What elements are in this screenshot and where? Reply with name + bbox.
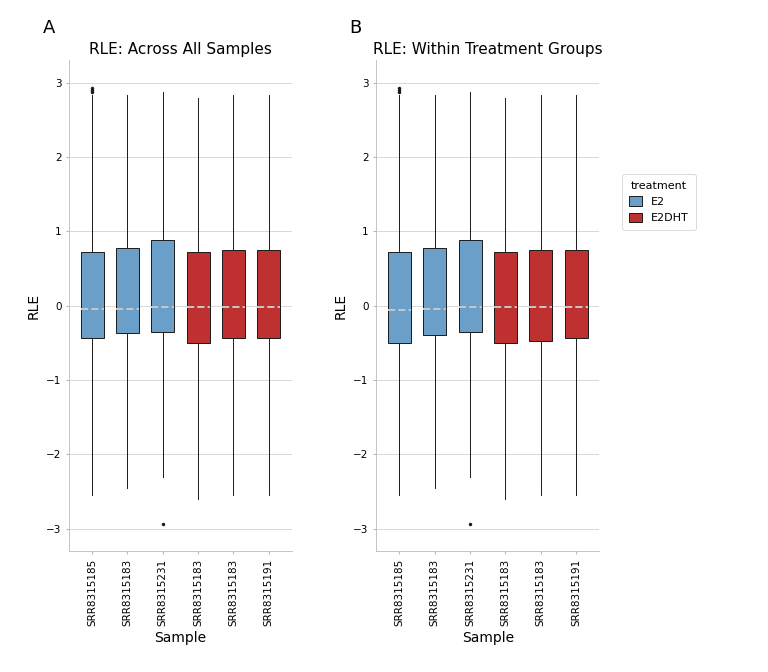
Bar	[388, 252, 411, 343]
Bar	[423, 248, 446, 335]
Bar	[151, 241, 174, 332]
Bar	[222, 250, 245, 339]
Bar	[257, 250, 280, 339]
Y-axis label: RLE: RLE	[27, 293, 41, 319]
X-axis label: Sample: Sample	[462, 632, 514, 646]
Bar	[458, 241, 482, 332]
Bar	[81, 252, 104, 338]
Bar	[116, 248, 139, 333]
Bar	[564, 250, 588, 339]
Legend: E2, E2DHT: E2, E2DHT	[622, 174, 696, 230]
Y-axis label: RLE: RLE	[334, 293, 348, 319]
Bar	[494, 252, 517, 343]
Bar	[529, 250, 552, 341]
Title: RLE: Across All Samples: RLE: Across All Samples	[89, 42, 272, 56]
X-axis label: Sample: Sample	[154, 632, 207, 646]
Bar	[187, 252, 210, 343]
Title: RLE: Within Treatment Groups: RLE: Within Treatment Groups	[373, 42, 603, 56]
Text: A: A	[42, 19, 55, 37]
Text: B: B	[349, 19, 362, 37]
